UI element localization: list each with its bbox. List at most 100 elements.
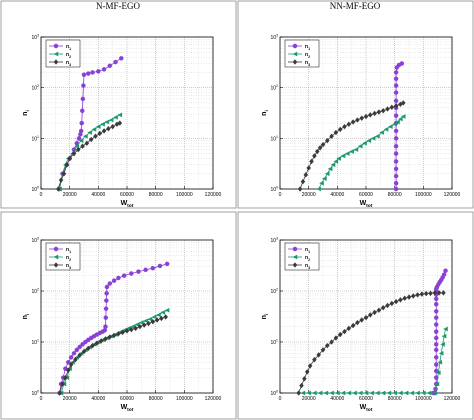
- x-tick-label: 100000: [415, 192, 432, 198]
- data-point: [104, 119, 110, 125]
- data-point: [385, 106, 390, 112]
- data-point: [98, 338, 104, 344]
- data-point: [426, 390, 432, 396]
- data-point: [93, 133, 98, 139]
- legend-entry: n3: [305, 263, 310, 270]
- data-point: [441, 333, 447, 339]
- data-point: [433, 296, 439, 302]
- data-point: [100, 121, 105, 127]
- data-point: [75, 146, 81, 153]
- legend-marker: [53, 43, 59, 49]
- data-point: [366, 138, 372, 143]
- data-point: [333, 129, 339, 136]
- x-tick-label: 0: [279, 396, 282, 402]
- x-tick-label: 40000: [330, 192, 344, 198]
- data-point: [164, 261, 170, 267]
- data-point: [76, 136, 82, 141]
- data-point: [71, 351, 77, 356]
- data-point: [143, 318, 148, 324]
- data-point: [357, 143, 363, 149]
- data-point: [398, 297, 403, 303]
- data-point: [337, 126, 343, 133]
- data-point: [129, 326, 134, 333]
- x-tick-label: 40000: [91, 396, 105, 402]
- data-point: [316, 352, 321, 358]
- data-point: [307, 363, 313, 369]
- data-point: [350, 322, 356, 329]
- data-point: [393, 180, 399, 186]
- data-point: [386, 390, 392, 396]
- data-point: [94, 340, 100, 346]
- data-point: [300, 178, 306, 185]
- data-point: [432, 390, 438, 396]
- data-point: [441, 272, 447, 277]
- data-point: [393, 102, 399, 109]
- data-point: [86, 71, 91, 76]
- data-point: [363, 390, 369, 396]
- data-point: [61, 170, 67, 177]
- data-point: [79, 120, 84, 126]
- data-point: [68, 355, 74, 360]
- panel-frame-1: [0, 0, 237, 209]
- data-point: [108, 117, 114, 123]
- data-point: [363, 314, 369, 321]
- data-point: [393, 83, 399, 88]
- data-point: [359, 115, 364, 121]
- x-tick-label: 20000: [63, 192, 77, 198]
- data-point: [438, 350, 444, 356]
- data-point: [81, 83, 86, 88]
- data-point: [350, 119, 356, 125]
- data-point: [73, 356, 78, 363]
- x-tick-label: 0: [40, 192, 43, 198]
- legend-marker: [53, 246, 59, 252]
- data-point: [437, 359, 443, 365]
- x-tick-label: 120000: [444, 192, 461, 198]
- y-axis-label: ni: [261, 110, 270, 116]
- data-point: [156, 312, 161, 318]
- data-point: [159, 315, 164, 322]
- y-tick-label: 101: [270, 339, 278, 347]
- legend-entry: n1: [305, 44, 310, 51]
- data-point: [443, 268, 448, 273]
- legend-box: [284, 39, 320, 68]
- data-point: [368, 112, 373, 118]
- data-point: [423, 290, 429, 297]
- data-point: [312, 153, 317, 159]
- data-point: [319, 180, 324, 186]
- data-point: [150, 318, 156, 325]
- data-point: [297, 186, 303, 192]
- data-point: [433, 347, 439, 353]
- legend-box: [284, 242, 320, 271]
- y-tick-label: 100: [270, 186, 278, 194]
- data-point: [84, 140, 90, 146]
- legend-entry: n3: [66, 60, 71, 67]
- data-point: [443, 326, 448, 332]
- y-axis-label: ni: [22, 110, 31, 116]
- data-point: [397, 116, 403, 122]
- x-tick-label: 60000: [359, 192, 373, 198]
- data-point: [314, 148, 320, 155]
- data-point: [393, 70, 399, 75]
- legend-marker: [292, 59, 298, 65]
- data-point: [393, 113, 399, 118]
- x-tick-label: 0: [279, 192, 282, 198]
- data-point: [402, 295, 407, 302]
- data-point: [415, 390, 420, 396]
- data-point: [400, 114, 406, 119]
- plots-layer: 0 20000 40000 60000 80000 100000 1200001001011…: [22, 34, 461, 413]
- x-tick-label: 100000: [176, 396, 193, 402]
- data-point: [116, 331, 121, 337]
- data-point: [355, 319, 360, 326]
- data-point: [433, 309, 439, 314]
- panel-frame-2: [237, 0, 474, 209]
- data-point: [433, 322, 439, 327]
- x-tick-label: 60000: [120, 192, 134, 198]
- data-point: [436, 290, 442, 296]
- column-title-right: NN-MF-EGO: [330, 1, 381, 11]
- y-tick-label: 102: [31, 84, 39, 92]
- data-point: [397, 390, 403, 396]
- data-point: [302, 376, 307, 382]
- y-tick-label: 100: [31, 390, 39, 398]
- data-point: [60, 381, 65, 387]
